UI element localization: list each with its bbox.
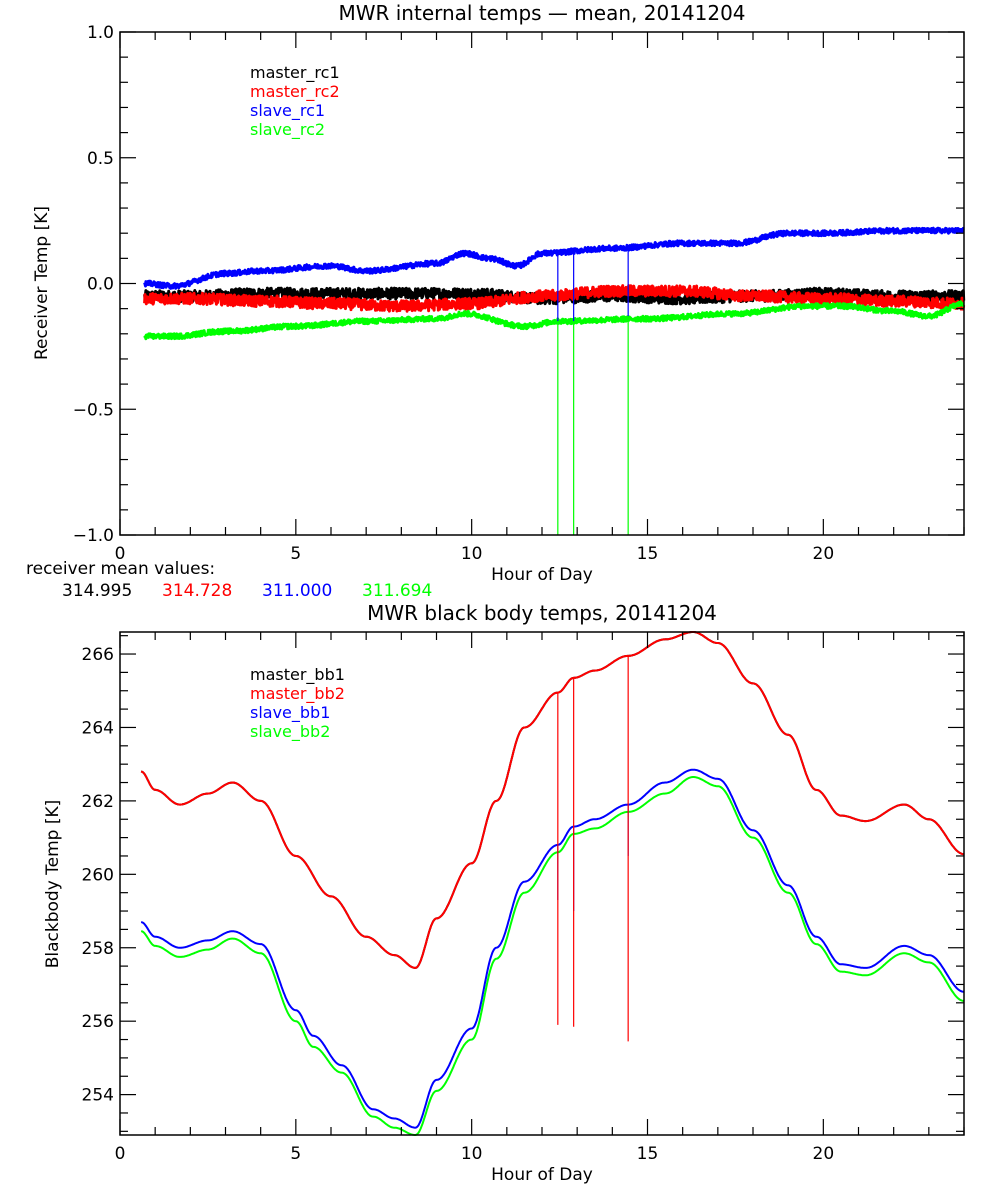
x-tick-label: 20: [813, 544, 835, 564]
legend-entry: slave_rc1: [250, 101, 325, 121]
x-tick-label: 0: [115, 544, 126, 564]
plot-area: [140, 631, 965, 1136]
series-line-slave_bb2: [140, 776, 965, 1136]
legend-entry: master_rc2: [250, 82, 340, 102]
series-line-master_rc2: [143, 284, 966, 313]
legend-entry: master_rc1: [250, 63, 340, 83]
series-line-slave_bb1: [140, 768, 965, 1129]
y-tick-label: 256: [82, 1012, 114, 1032]
y-tick-label: −0.5: [73, 400, 114, 420]
y-tick-label: 0.0: [87, 275, 114, 295]
y-tick-label: 254: [82, 1086, 114, 1106]
y-tick-label: −1.0: [73, 526, 114, 546]
receiver-mean-value: 311.000: [262, 581, 332, 601]
x-tick-label: 0: [115, 1144, 126, 1164]
axes-frame: [119, 31, 965, 536]
chart-title: MWR black body temps, 20141204: [367, 601, 717, 625]
chart-title: MWR internal temps — mean, 20141204: [338, 1, 745, 25]
x-axis-label: Hour of Day: [491, 565, 593, 585]
legend-entry: slave_bb2: [250, 722, 330, 742]
y-axis-label: Blackbody Temp [K]: [43, 800, 63, 969]
legend-entry: slave_bb1: [250, 703, 330, 723]
series-line-master_bb2: [140, 631, 964, 969]
x-tick-label: 15: [637, 544, 659, 564]
receiver-mean-value: 314.995: [62, 581, 132, 601]
y-tick-label: 264: [82, 718, 114, 738]
y-tick-label: 1.0: [87, 23, 114, 43]
axes: 0 5 10 15 20 1.0 0.5 0.0 −0.5 −1.0: [73, 23, 965, 564]
legend-entry: master_bb2: [250, 684, 345, 704]
y-tick-label: 260: [82, 865, 114, 885]
y-axis-label: Receiver Temp [K]: [32, 206, 52, 360]
series-line-slave_rc1: [143, 226, 965, 290]
receiver-means-label: receiver mean values:: [26, 559, 215, 579]
legend-entry: slave_rc2: [250, 120, 325, 140]
x-tick-label: 10: [461, 1144, 483, 1164]
y-tick-label: 266: [82, 645, 114, 665]
x-axis-label: Hour of Day: [491, 1165, 593, 1185]
receiver-mean-value: 314.728: [162, 581, 232, 601]
plot-area: [143, 226, 966, 535]
x-tick-label: 10: [461, 544, 483, 564]
axes: 0 5 10 15 20 254 256 258 260 262 264 266: [82, 631, 965, 1164]
x-tick-label: 20: [813, 1144, 835, 1164]
x-tick-label: 5: [290, 1144, 301, 1164]
series-line-slave_rc2: [143, 300, 966, 341]
y-tick-label: 258: [82, 939, 114, 959]
blackbody-temp-chart: MWR black body temps, 20141204 0 5 10 15 20 2…: [43, 601, 965, 1185]
x-tick-label: 5: [290, 544, 301, 564]
receiver-means: receiver mean values: 314.995 314.728 31…: [26, 559, 432, 601]
legend-entry: master_bb1: [250, 665, 345, 685]
receiver-temp-chart: MWR internal temps — mean, 20141204 0 5 10…: [32, 1, 966, 585]
x-tick-label: 15: [637, 1144, 659, 1164]
receiver-mean-value: 311.694: [362, 581, 432, 601]
y-tick-label: 0.5: [87, 149, 114, 169]
y-tick-label: 262: [82, 792, 114, 812]
